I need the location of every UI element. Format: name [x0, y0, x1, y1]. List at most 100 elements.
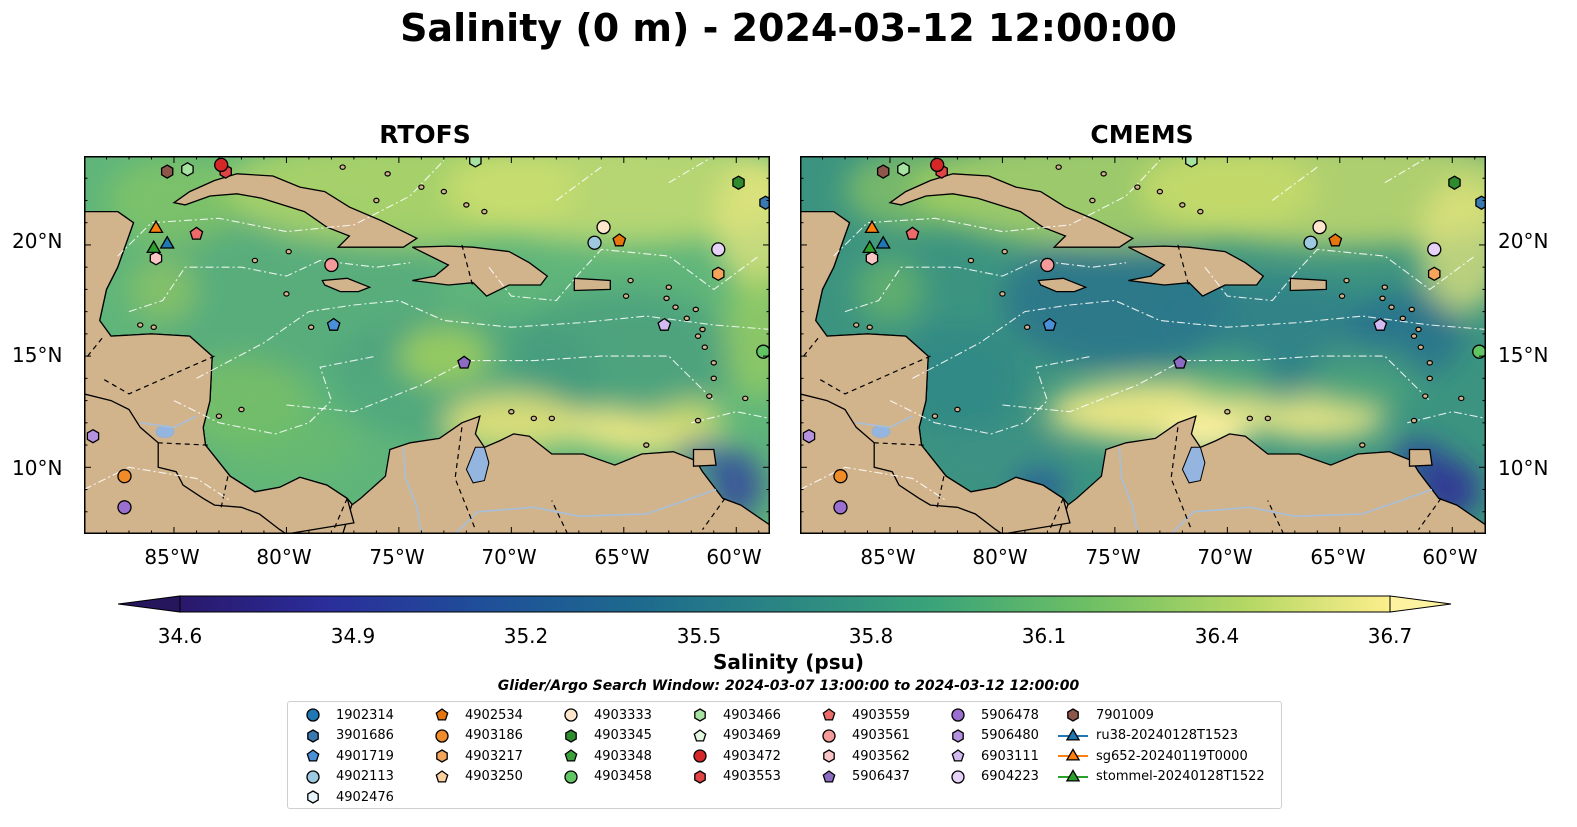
legend-item-6904223: 6904223 [941, 767, 1039, 787]
legend-item-5906478: 5906478 [941, 705, 1039, 725]
legend-marker-pentagon [951, 749, 965, 762]
river [856, 415, 913, 429]
argo-float-4903561 [324, 257, 339, 273]
legend-item-5906480: 5906480 [941, 726, 1039, 746]
argo-float-4903562 [149, 251, 163, 266]
salinity-patch [106, 156, 242, 245]
legend-marker-circle [306, 708, 320, 722]
small-island [1417, 344, 1424, 351]
small-island [1343, 277, 1350, 284]
legend-item-4903186: 4903186 [425, 726, 523, 746]
salinity-patch [713, 156, 770, 290]
legend-marker-pentagon [435, 769, 449, 783]
small-island [701, 344, 708, 351]
country-border [1418, 498, 1442, 530]
small-island [1379, 295, 1386, 302]
legend-label: ru38-20240128T1523 [1096, 728, 1239, 743]
eez-boundary [555, 166, 602, 201]
colorbar-tick-35.8: 35.8 [848, 624, 894, 648]
argo-float-4903217 [711, 266, 725, 282]
land-hispaniola [1128, 245, 1265, 297]
small-island [699, 326, 706, 333]
argo-float-7901009 [160, 164, 174, 179]
salinity-patch [1306, 345, 1419, 412]
salinity-patch [1137, 156, 1486, 248]
argo-float-4903217 [1427, 266, 1441, 282]
argo-float-4903472 [214, 157, 229, 173]
small-island [663, 295, 670, 302]
lon-label-65w-left: 65°W [594, 545, 650, 569]
small-island [692, 306, 699, 313]
eez-boundary [1204, 248, 1476, 302]
small-island [548, 415, 556, 422]
land-south-america [1058, 415, 1486, 534]
small-island [694, 333, 702, 339]
legend-marker-circle [564, 769, 578, 784]
figure-title: Salinity (0 m) - 2024-03-12 12:00:00 [400, 6, 1177, 50]
small-island [307, 324, 315, 331]
argo-float-6904223 [711, 242, 726, 257]
legend-label: 4903345 [594, 728, 652, 743]
legend-marker-circle [693, 749, 707, 763]
legend-label: 6904223 [981, 769, 1039, 784]
small-island [530, 415, 538, 422]
colorbar-tick-36.4: 36.4 [1194, 624, 1240, 648]
legend-label: 4903186 [465, 728, 523, 743]
eez-boundary [844, 259, 1127, 313]
legend-item-3901686: 3901686 [296, 726, 394, 746]
legend-label: 5906478 [981, 707, 1039, 723]
small-island [643, 442, 650, 448]
colorbar-tick-34.9: 34.9 [330, 624, 376, 648]
legend-label: 4903333 [594, 707, 652, 723]
eez-boundary [912, 299, 1486, 379]
small-island [1422, 393, 1429, 399]
country-border [84, 337, 103, 361]
colorbar-tick-35.2: 35.2 [503, 624, 549, 648]
legend-marker-hexagon [436, 749, 448, 763]
small-island [866, 324, 873, 331]
eez-boundary [1002, 355, 1431, 413]
small-island [215, 413, 223, 419]
eez-boundary [800, 466, 947, 502]
legend-item-4903466: 4903466 [683, 705, 781, 725]
legend-marker-circle [822, 728, 836, 743]
legend-label: 4903561 [852, 728, 910, 743]
legend-marker-circle [564, 708, 578, 722]
legend-marker-triangle-line [1058, 748, 1088, 761]
legend-item-stommel-20240128T1522: stommel-20240128T1522 [1056, 767, 1265, 787]
axis-ticks [84, 156, 770, 534]
small-island [1415, 326, 1422, 333]
country-border [817, 355, 931, 395]
lat-label-15n-left: 15°N [12, 343, 63, 367]
small-island [1399, 315, 1406, 322]
small-island [1381, 284, 1388, 290]
small-island [710, 375, 717, 382]
land-jamaica [1037, 277, 1088, 293]
salinity-patch [1182, 351, 1273, 406]
eez-boundary [668, 156, 715, 184]
lat-label-10n-left: 10°N [12, 456, 63, 480]
salinity-patch [128, 256, 197, 323]
small-island [967, 257, 975, 264]
salinity-field [845, 156, 1486, 519]
panel-title-rtofs: RTOFS [379, 120, 471, 149]
map-frame [84, 156, 770, 534]
argo-float-4903466 [181, 162, 194, 177]
argo-float-4902534 [1328, 233, 1343, 247]
eez-boundary [173, 355, 377, 435]
legend-label: 5906480 [981, 728, 1039, 743]
legend-item-4903562: 4903562 [812, 746, 910, 766]
colorbar-tick-36.7: 36.7 [1367, 624, 1413, 648]
small-island [1100, 170, 1107, 177]
small-island [384, 170, 391, 177]
legend-item-4903553: 4903553 [683, 767, 781, 787]
lake-maracaibo [1181, 446, 1206, 484]
land-south-america [342, 415, 770, 534]
legend-item-4903559: 4903559 [812, 705, 910, 725]
small-island [508, 408, 515, 415]
lon-label-80w-left: 80°W [256, 545, 312, 569]
legend-label: 4903250 [465, 769, 523, 784]
small-island [1089, 197, 1096, 204]
salinity-patch [443, 156, 770, 245]
argo-float-4902534 [612, 233, 627, 247]
